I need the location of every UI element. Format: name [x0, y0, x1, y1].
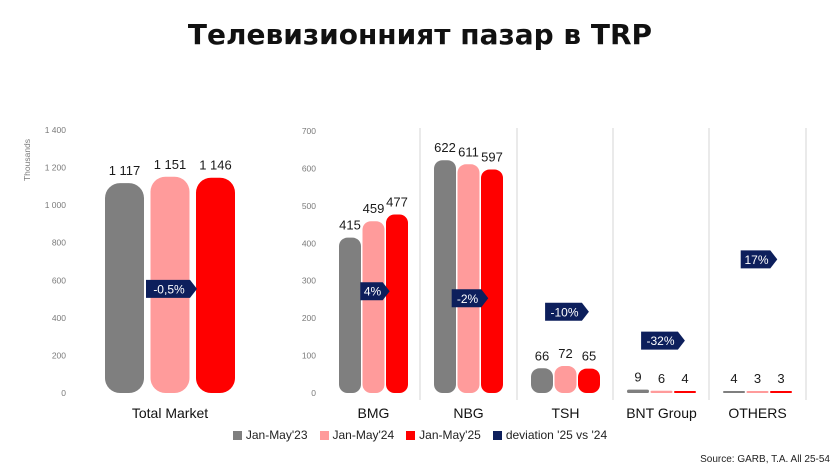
value-label-tsh-jan-may-25: 65: [582, 349, 596, 364]
deviation-badge-bmg: [360, 282, 390, 301]
y-tick-label-p1: 0: [61, 388, 66, 398]
chart-legend: Jan-May'23 Jan-May'24 Jan-May'25 deviati…: [0, 428, 840, 442]
y-tick-label-p2: 700: [302, 126, 316, 136]
bar-nbg-jan-may-25: [481, 169, 503, 393]
category-label-nbg: NBG: [453, 405, 483, 421]
legend-label-deviation: deviation '25 vs '24: [505, 428, 608, 442]
bar-bmg-jan-may-25: [386, 214, 408, 393]
y-tick-label-p1: 200: [52, 350, 66, 360]
legend-swatch-deviation: [492, 430, 502, 440]
deviation-badge-bnt-group: [641, 331, 685, 350]
value-label-others-jan-may-23: 4: [730, 371, 737, 386]
legend-label-jan-may-25: Jan-May'25: [419, 428, 481, 442]
deviation-badge-total-market: [146, 279, 197, 298]
legend-swatch-jan-may-25: [406, 430, 416, 440]
y-tick-label-p1: 800: [52, 238, 66, 248]
category-label-total-market: Total Market: [132, 405, 208, 421]
y-tick-label-p2: 0: [311, 388, 316, 398]
deviation-label-bnt-group: -32%: [646, 334, 674, 348]
y-unit-label: Thousands: [22, 139, 32, 181]
source-note: Source: GARB, T.A. All 25-54: [700, 454, 830, 465]
y-tick-label-p1: 400: [52, 313, 66, 323]
legend-swatch-jan-may-24: [319, 430, 329, 440]
bar-tsh-jan-may-25: [578, 368, 600, 393]
bar-bmg-jan-may-24: [362, 221, 385, 393]
value-label-nbg-jan-may-25: 597: [481, 150, 503, 165]
category-label-tsh: TSH: [552, 405, 580, 421]
bar-nbg-jan-may-23: [434, 160, 456, 393]
deviation-badge-tsh: [545, 302, 589, 321]
category-label-others: OTHERS: [728, 405, 786, 421]
legend-swatch-jan-may-23: [232, 430, 242, 440]
legend-item-deviation: deviation '25 vs '24: [492, 428, 608, 442]
value-label-total-market-jan-may-24: 1 151: [154, 157, 187, 172]
bar-total-market-jan-may-25: [196, 177, 235, 393]
legend-label-jan-may-24: Jan-May'24: [332, 428, 395, 442]
bar-bnt-group-jan-may-25: [674, 391, 696, 393]
y-tick-label-p2: 400: [302, 238, 316, 248]
bar-bnt-group-jan-may-24: [650, 390, 673, 393]
legend-label-jan-may-23: Jan-May'23: [245, 428, 308, 442]
value-label-tsh-jan-may-24: 72: [558, 346, 572, 361]
deviation-label-bmg: 4%: [364, 285, 382, 299]
value-label-nbg-jan-may-24: 611: [458, 144, 479, 159]
y-tick-label-p2: 600: [302, 163, 316, 173]
deviation-badge-others: [740, 250, 778, 269]
deviation-badge-nbg: [451, 289, 489, 308]
legend-item-jan-may-23: Jan-May'23: [232, 428, 308, 442]
bar-others-jan-may-23: [723, 391, 745, 393]
deviation-label-nbg: -2%: [457, 292, 479, 306]
legend-item-jan-may-25: Jan-May'25: [406, 428, 481, 442]
value-label-bmg-jan-may-23: 415: [339, 218, 361, 233]
value-label-total-market-jan-may-25: 1 146: [199, 158, 232, 173]
bar-bnt-group-jan-may-23: [627, 389, 649, 393]
value-label-bmg-jan-may-25: 477: [386, 194, 408, 209]
value-label-others-jan-may-24: 3: [754, 371, 761, 386]
chart-title: Телевизионният пазар в TRP: [187, 18, 653, 51]
bar-others-jan-may-24: [746, 391, 769, 393]
y-tick-label-p2: 500: [302, 201, 316, 211]
value-label-others-jan-may-25: 3: [777, 371, 784, 386]
y-tick-label-p1: 1 000: [45, 200, 67, 210]
value-label-bnt-group-jan-may-25: 4: [681, 371, 688, 386]
y-tick-label-p2: 300: [302, 276, 316, 286]
bar-others-jan-may-25: [770, 391, 792, 393]
y-tick-label-p1: 600: [52, 275, 66, 285]
category-label-bnt-group: BNT Group: [626, 405, 697, 421]
bar-nbg-jan-may-24: [457, 164, 480, 393]
value-label-bmg-jan-may-24: 459: [363, 201, 385, 216]
value-label-bnt-group-jan-may-23: 9: [634, 370, 641, 385]
deviation-label-tsh: -10%: [550, 305, 578, 319]
category-label-bmg: BMG: [358, 405, 390, 421]
value-label-tsh-jan-may-23: 66: [535, 348, 549, 363]
deviation-label-others: 17%: [744, 253, 768, 267]
value-label-bnt-group-jan-may-24: 6: [658, 371, 665, 386]
bar-bmg-jan-may-23: [339, 237, 361, 393]
bar-total-market-jan-may-23: [105, 183, 144, 393]
bar-tsh-jan-may-24: [554, 366, 577, 393]
y-tick-label-p1: 1 200: [45, 163, 67, 173]
bar-tsh-jan-may-23: [531, 368, 553, 393]
y-tick-label-p1: 1 400: [45, 125, 67, 135]
deviation-label-total-market: -0,5%: [153, 282, 185, 296]
legend-item-jan-may-24: Jan-May'24: [319, 428, 395, 442]
y-tick-label-p2: 200: [302, 313, 316, 323]
value-label-total-market-jan-may-23: 1 117: [109, 163, 141, 178]
y-tick-label-p2: 100: [302, 351, 316, 361]
value-label-nbg-jan-may-23: 622: [434, 140, 456, 155]
